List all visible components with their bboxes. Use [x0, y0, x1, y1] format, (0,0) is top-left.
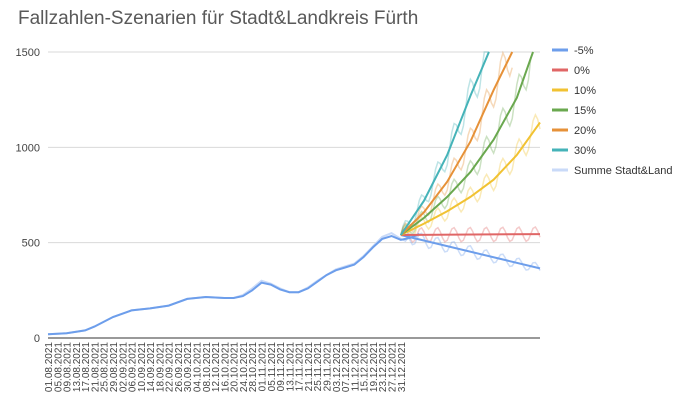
history-smooth-line — [47, 233, 420, 336]
x-tick-label: 06.09.2021 — [128, 342, 139, 392]
x-tick-label: 22.09.2021 — [165, 342, 176, 392]
chart-legend: -5% 0% 10% 15% 20% 30% Summe Stadt&Land — [552, 45, 672, 177]
x-tick-label: 08.10.2021 — [202, 342, 213, 392]
chart-lines — [47, 50, 541, 336]
x-tick-label: 29.11.2021 — [322, 342, 333, 392]
x-tick-label: 13.11.2021 — [285, 342, 296, 392]
legend-label: -5% — [574, 45, 594, 57]
x-tick-label: 27.12.2021 — [387, 342, 398, 392]
history-line — [47, 231, 421, 336]
x-tick-label: 09.11.2021 — [276, 342, 287, 392]
x-tick-label: 05.11.2021 — [267, 342, 278, 392]
x-tick-label: 15.12.2021 — [360, 342, 371, 392]
x-tick-label: 17.08.2021 — [81, 342, 92, 392]
series-noise-line — [400, 228, 541, 271]
legend-label: 0% — [574, 65, 590, 77]
x-tick-label: 28.10.2021 — [248, 342, 259, 392]
y-tick-label: 500 — [22, 238, 40, 250]
x-tick-label: 30.09.2021 — [183, 342, 194, 392]
x-tick-label: 14.09.2021 — [146, 342, 157, 392]
y-tick-label: 0 — [34, 333, 40, 345]
series-line — [400, 234, 541, 270]
x-tick-label: 05.08.2021 — [53, 342, 64, 392]
series-line — [399, 51, 490, 236]
series-line — [400, 51, 534, 236]
x-tick-label: 21.11.2021 — [304, 342, 315, 392]
y-axis-ticks: 0 500 1000 1500 — [16, 47, 40, 345]
legend-label: 20% — [574, 125, 596, 137]
x-tick-label: 11.12.2021 — [350, 342, 361, 392]
x-tick-label: 26.09.2021 — [174, 342, 185, 392]
x-tick-label: 20.10.2021 — [230, 342, 241, 392]
x-tick-label: 31.12.2021 — [397, 342, 408, 392]
x-tick-label: 13.08.2021 — [72, 342, 83, 392]
x-tick-label: 03.12.2021 — [332, 342, 343, 392]
x-tick-label: 23.12.2021 — [378, 342, 389, 392]
legend-label: 15% — [574, 105, 596, 117]
series-noise-line — [400, 112, 541, 238]
y-tick-label: 1500 — [16, 47, 40, 59]
x-tick-label: 29.08.2021 — [109, 342, 120, 392]
x-tick-label: 07.12.2021 — [341, 342, 352, 392]
x-tick-label: 24.10.2021 — [239, 342, 250, 392]
series-line — [400, 51, 514, 236]
x-tick-label: 01.08.2021 — [44, 342, 55, 392]
x-tick-label: 25.11.2021 — [313, 342, 324, 392]
x-tick-label: 17.11.2021 — [295, 342, 306, 392]
chart-title: Fallzahlen-Szenarien für Stadt&Landkreis… — [18, 8, 419, 29]
x-tick-label: 25.08.2021 — [100, 342, 111, 392]
x-tick-label: 16.10.2021 — [220, 342, 231, 392]
y-tick-label: 1000 — [16, 142, 40, 154]
legend-label: 10% — [574, 85, 596, 97]
x-tick-label: 02.09.2021 — [118, 342, 129, 392]
x-tick-label: 18.09.2021 — [155, 342, 166, 392]
series-line — [400, 233, 541, 236]
x-tick-label: 04.10.2021 — [193, 342, 204, 392]
x-axis-ticks: 01.08.202105.08.202109.08.202113.08.2021… — [44, 342, 408, 392]
series-noise-line — [400, 225, 541, 244]
x-tick-label: 21.08.2021 — [90, 342, 101, 392]
x-tick-label: 01.11.2021 — [258, 342, 269, 392]
chart-grid — [48, 51, 540, 339]
series-noise-line — [400, 50, 513, 236]
x-tick-label: 12.10.2021 — [211, 342, 222, 392]
x-tick-label: 10.09.2021 — [137, 342, 148, 392]
legend-label: Summe Stadt&Land — [574, 165, 672, 177]
x-tick-label: 19.12.2021 — [369, 342, 380, 392]
legend-label: 30% — [574, 145, 596, 157]
x-tick-label: 09.08.2021 — [63, 342, 74, 392]
series-line — [400, 121, 541, 236]
